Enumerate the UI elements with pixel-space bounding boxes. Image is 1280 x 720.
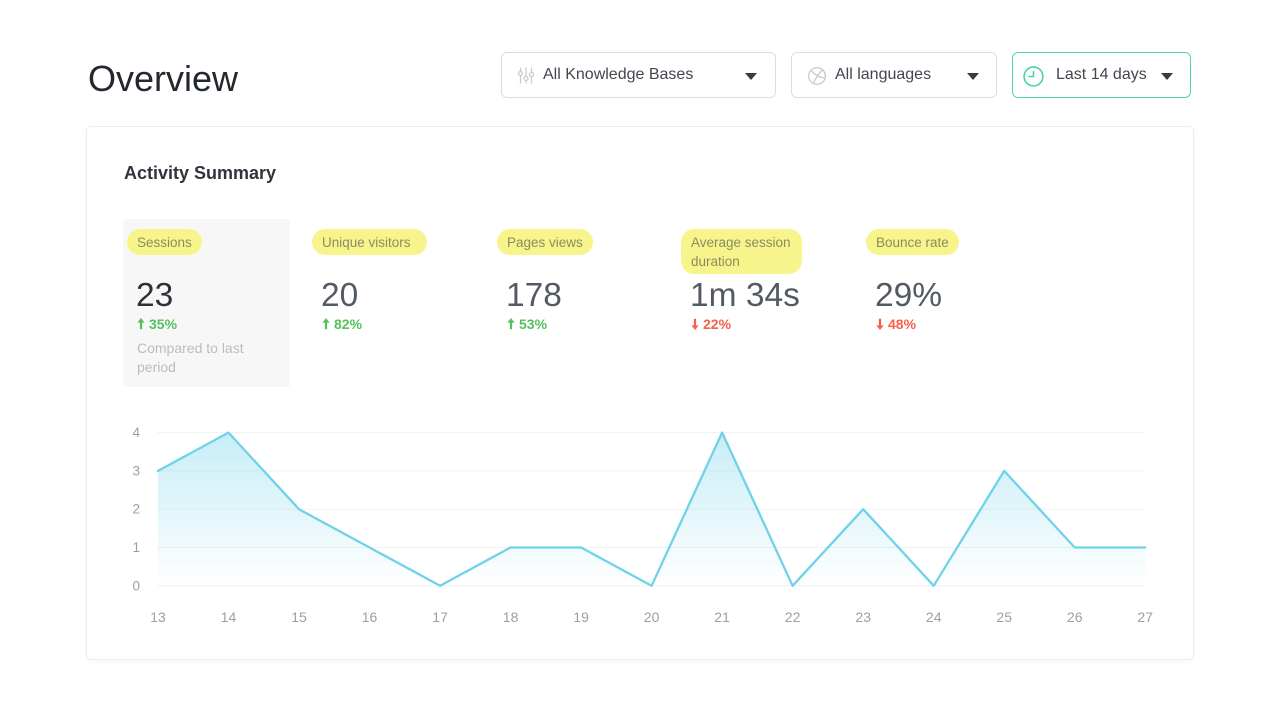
svg-text:15: 15 <box>291 609 307 625</box>
svg-text:26: 26 <box>1067 609 1083 625</box>
svg-text:14: 14 <box>221 609 237 625</box>
svg-text:19: 19 <box>573 609 589 625</box>
svg-text:23: 23 <box>855 609 871 625</box>
svg-text:2: 2 <box>132 502 140 517</box>
svg-text:24: 24 <box>926 609 942 625</box>
svg-text:13: 13 <box>150 609 166 625</box>
svg-text:20: 20 <box>644 609 660 625</box>
svg-text:22: 22 <box>785 609 801 625</box>
svg-text:4: 4 <box>132 425 140 440</box>
svg-text:18: 18 <box>503 609 519 625</box>
svg-text:17: 17 <box>432 609 448 625</box>
svg-text:25: 25 <box>996 609 1012 625</box>
svg-text:21: 21 <box>714 609 730 625</box>
svg-text:0: 0 <box>132 578 140 593</box>
svg-text:3: 3 <box>132 463 140 478</box>
svg-text:16: 16 <box>362 609 378 625</box>
svg-text:1: 1 <box>132 540 140 555</box>
svg-text:27: 27 <box>1137 609 1153 625</box>
